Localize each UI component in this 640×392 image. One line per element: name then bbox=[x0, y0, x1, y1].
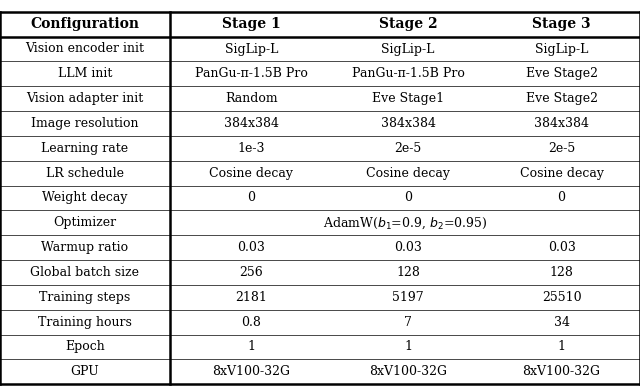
Text: Cosine decay: Cosine decay bbox=[520, 167, 604, 180]
Text: Stage 3: Stage 3 bbox=[532, 17, 591, 31]
Text: Weight decay: Weight decay bbox=[42, 191, 127, 205]
Text: LLM init: LLM init bbox=[58, 67, 112, 80]
Text: 0: 0 bbox=[404, 191, 412, 205]
Text: Random: Random bbox=[225, 92, 278, 105]
Text: Eve Stage2: Eve Stage2 bbox=[525, 92, 598, 105]
Text: 0.03: 0.03 bbox=[394, 241, 422, 254]
Text: 384x384: 384x384 bbox=[224, 117, 278, 130]
Text: 8xV100-32G: 8xV100-32G bbox=[523, 365, 600, 378]
Text: 128: 128 bbox=[396, 266, 420, 279]
Text: Warmup ratio: Warmup ratio bbox=[41, 241, 129, 254]
Text: 1e-3: 1e-3 bbox=[237, 142, 265, 155]
Text: 384x384: 384x384 bbox=[381, 117, 435, 130]
Text: 5197: 5197 bbox=[392, 291, 424, 304]
Text: Learning rate: Learning rate bbox=[41, 142, 129, 155]
Text: Cosine decay: Cosine decay bbox=[366, 167, 450, 180]
Text: 0: 0 bbox=[247, 191, 255, 205]
Text: 8xV100-32G: 8xV100-32G bbox=[212, 365, 290, 378]
Text: 2e-5: 2e-5 bbox=[548, 142, 575, 155]
Text: SigLip-L: SigLip-L bbox=[381, 42, 435, 56]
Text: Cosine decay: Cosine decay bbox=[209, 167, 293, 180]
Text: 128: 128 bbox=[550, 266, 573, 279]
Text: AdamW($b_1$=0.9, $b_2$=0.95): AdamW($b_1$=0.9, $b_2$=0.95) bbox=[323, 215, 487, 230]
Text: Eve Stage2: Eve Stage2 bbox=[525, 67, 598, 80]
Text: LR schedule: LR schedule bbox=[46, 167, 124, 180]
Text: 256: 256 bbox=[239, 266, 263, 279]
Text: SigLip-L: SigLip-L bbox=[225, 42, 278, 56]
Text: Optimizer: Optimizer bbox=[53, 216, 116, 229]
Text: Configuration: Configuration bbox=[30, 17, 140, 31]
Text: Image resolution: Image resolution bbox=[31, 117, 138, 130]
Text: 25510: 25510 bbox=[542, 291, 581, 304]
Text: 1: 1 bbox=[247, 340, 255, 354]
Text: Stage 2: Stage 2 bbox=[379, 17, 437, 31]
Text: 1: 1 bbox=[404, 340, 412, 354]
Text: PanGu-π-1.5B Pro: PanGu-π-1.5B Pro bbox=[351, 67, 465, 80]
Text: Vision adapter init: Vision adapter init bbox=[26, 92, 143, 105]
Text: Training hours: Training hours bbox=[38, 316, 132, 328]
Text: Eve Stage1: Eve Stage1 bbox=[372, 92, 444, 105]
Text: 0.8: 0.8 bbox=[241, 316, 261, 328]
Text: Training steps: Training steps bbox=[39, 291, 131, 304]
Text: Global batch size: Global batch size bbox=[30, 266, 140, 279]
Text: 2181: 2181 bbox=[236, 291, 267, 304]
Text: 7: 7 bbox=[404, 316, 412, 328]
Text: 384x384: 384x384 bbox=[534, 117, 589, 130]
Text: 8xV100-32G: 8xV100-32G bbox=[369, 365, 447, 378]
Text: SigLip-L: SigLip-L bbox=[535, 42, 588, 56]
Text: 1: 1 bbox=[557, 340, 566, 354]
Text: GPU: GPU bbox=[70, 365, 99, 378]
Text: 34: 34 bbox=[554, 316, 570, 328]
Text: Epoch: Epoch bbox=[65, 340, 105, 354]
Text: PanGu-π-1.5B Pro: PanGu-π-1.5B Pro bbox=[195, 67, 308, 80]
Text: Vision encoder init: Vision encoder init bbox=[26, 42, 144, 56]
Text: 0.03: 0.03 bbox=[237, 241, 265, 254]
Text: 2e-5: 2e-5 bbox=[394, 142, 422, 155]
Text: 0.03: 0.03 bbox=[548, 241, 575, 254]
Text: Stage 1: Stage 1 bbox=[222, 17, 280, 31]
Text: 0: 0 bbox=[557, 191, 566, 205]
